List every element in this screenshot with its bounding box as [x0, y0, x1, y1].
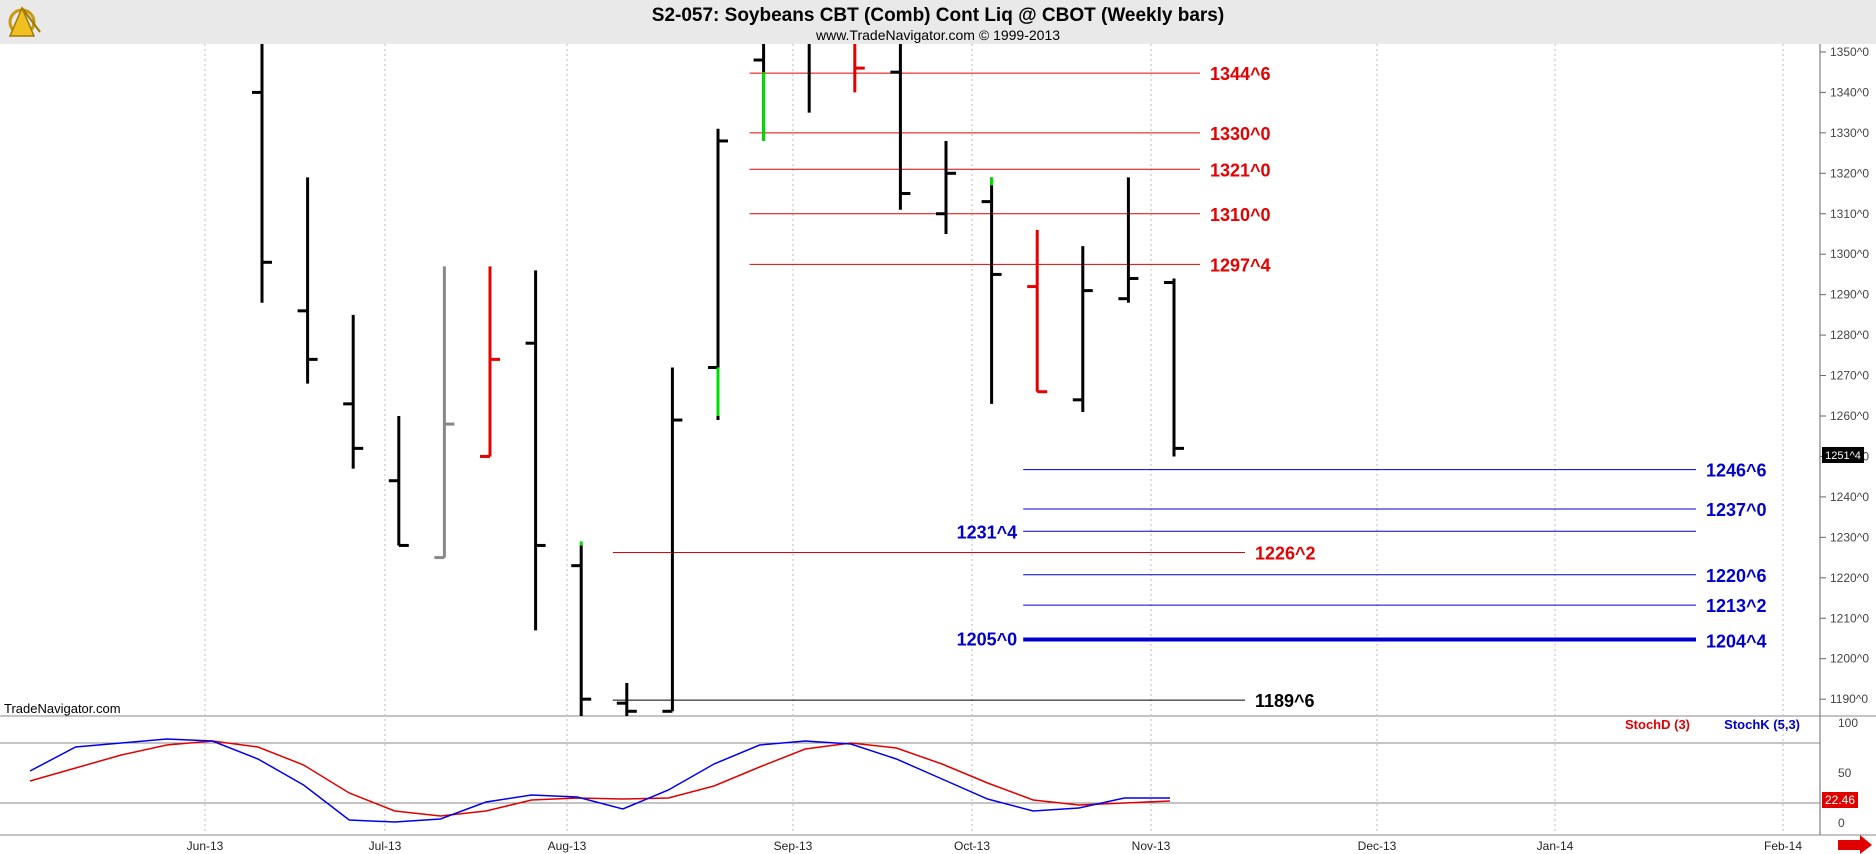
stoch-k-legend: StochK (5,3): [1724, 717, 1800, 732]
level-label: 1204^4: [1706, 631, 1767, 651]
ohlc-bar: [1027, 229, 1048, 394]
y-tick-label: 1320^0: [1830, 166, 1869, 180]
ohlc-bar: [525, 270, 546, 631]
stochastic-panel: 100 50 0: [0, 716, 1858, 830]
price-levels: 1344^6 1330^0 1321^0 1310^0 1297^4 1246^6 1237…: [612, 64, 1767, 711]
y-tick-label: 1340^0: [1830, 85, 1869, 99]
stoch-d-line: [29, 740, 1171, 817]
y-tick-label: 1220^0: [1830, 571, 1869, 585]
stoch-k-line: [29, 738, 1170, 823]
ohlc-bar: [1072, 246, 1093, 412]
chart-subtitle: www.TradeNavigator.com © 1999-2013: [815, 27, 1060, 43]
level-label: 1189^6: [1255, 691, 1315, 711]
stoch-last-label: 22.46: [1825, 793, 1855, 807]
ohlc-bars: [252, 44, 1184, 716]
x-tick-label: Nov-13: [1132, 839, 1171, 853]
level-label: 1231^4: [957, 522, 1018, 542]
price-plot-area[interactable]: [0, 44, 1820, 716]
ohlc-bar: [936, 140, 956, 234]
ohlc-bar: [1118, 177, 1139, 303]
y-tick-label: 1230^0: [1830, 530, 1869, 544]
stoch-last-marker: [1822, 792, 1858, 808]
y-tick-label: 1310^0: [1830, 207, 1869, 221]
y-tick-label: 1280^0: [1830, 328, 1869, 342]
level-label: 1226^2: [1255, 544, 1316, 564]
level-label: 1220^6: [1706, 566, 1767, 586]
level-label: 1246^6: [1706, 461, 1767, 481]
level-label: 1213^2: [1706, 596, 1767, 616]
sextant-logo-icon[interactable]: [8, 6, 41, 37]
level-label: 1330^0: [1210, 124, 1271, 144]
level-label: 1205^0: [957, 629, 1018, 649]
stoch-y-tick-label: 50: [1838, 766, 1852, 780]
date-axis: Jun-13 Jul-13 Aug-13 Sep-13 Oct-13 Nov-13 Dec-…: [187, 839, 1803, 853]
y-tick-label: 1300^0: [1830, 247, 1869, 261]
x-tick-label: Feb-14: [1764, 839, 1802, 853]
ohlc-bar: [480, 266, 500, 458]
y-tick-label: 1270^0: [1830, 369, 1869, 383]
y-tick-label: 1350^0: [1830, 45, 1869, 59]
y-tick-label: 1260^0: [1830, 409, 1869, 423]
x-tick-label: Jul-13: [369, 839, 402, 853]
y-tick-label: 1290^0: [1830, 288, 1869, 302]
level-label: 1297^4: [1210, 255, 1271, 275]
x-tick-label: Oct-13: [954, 839, 990, 853]
header-band: [0, 0, 1876, 44]
level-label: 1310^0: [1210, 205, 1271, 225]
y-tick-label: 1240^0: [1830, 490, 1869, 504]
stoch-d-legend: StochD (3): [1625, 717, 1690, 732]
last-price-label: 1251^4: [1825, 450, 1861, 462]
stoch-y-tick-label: 0: [1838, 816, 1845, 830]
ohlc-bar: [853, 44, 865, 93]
x-tick-label: Aug-13: [548, 839, 587, 853]
ohlc-bar: [662, 367, 683, 713]
ohlc-bar: [981, 177, 1002, 404]
y-tick-label: 1190^0: [1830, 692, 1868, 706]
y-tick-label: 1210^0: [1830, 611, 1869, 625]
scroll-right-arrow-icon[interactable]: [1838, 835, 1872, 854]
last-price-marker: [1822, 447, 1864, 463]
level-label: 1344^6: [1210, 64, 1271, 84]
level-label: 1321^0: [1210, 160, 1271, 180]
ohlc-bar: [890, 44, 911, 210]
ohlc-bar: [616, 682, 637, 716]
chart-title: S2-057: Soybeans CBT (Comb) Cont Liq @ C…: [652, 5, 1224, 26]
price-axis: 1190^01200^01210^01220^01230^01240^01250…: [1820, 45, 1869, 706]
ohlc-bar: [388, 416, 409, 547]
ohlc-bar: [434, 266, 455, 560]
y-tick-label: 1200^0: [1830, 652, 1869, 666]
x-tick-label: Jan-14: [1537, 839, 1574, 853]
stoch-y-tick-label: 100: [1838, 716, 1858, 730]
level-label: 1237^0: [1706, 500, 1767, 520]
ohlc-bar: [343, 314, 364, 469]
watermark: TradeNavigator.com: [4, 701, 121, 716]
x-tick-label: Dec-13: [1358, 839, 1397, 853]
ohlc-bar: [571, 545, 592, 716]
x-tick-label: Sep-13: [774, 839, 813, 853]
vertical-gridlines: [204, 44, 1784, 835]
ohlc-bar: [252, 44, 272, 303]
ohlc-bar: [1164, 278, 1184, 457]
y-tick-label: 1330^0: [1830, 126, 1869, 140]
x-tick-label: Jun-13: [187, 839, 224, 853]
ohlc-bar: [297, 177, 318, 384]
